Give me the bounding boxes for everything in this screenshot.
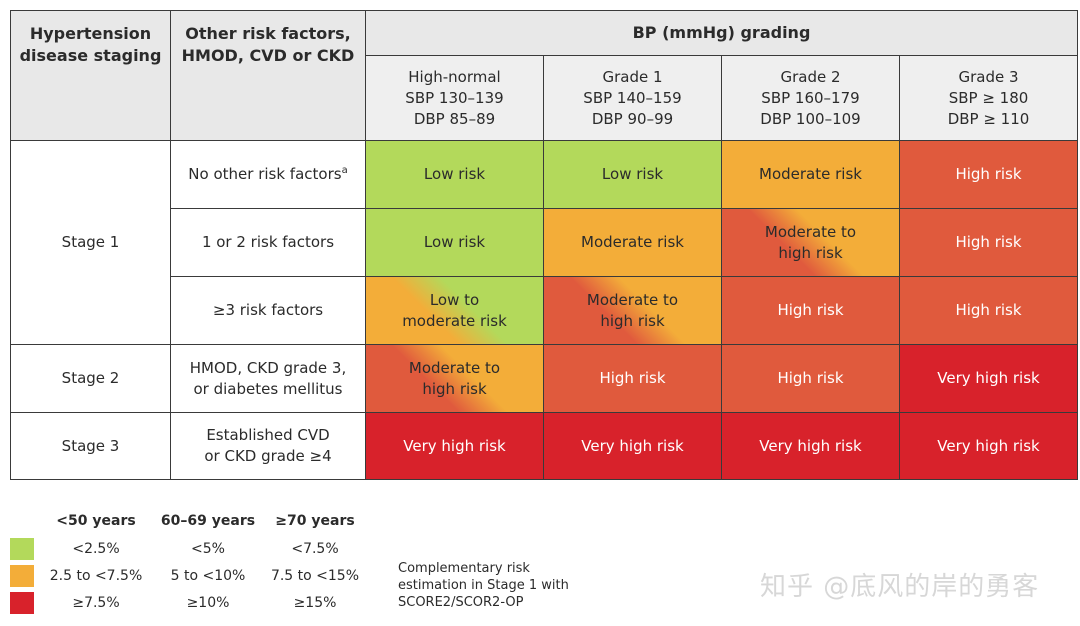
risk-label: High risk	[777, 369, 844, 387]
risk-cell: High risk	[721, 344, 900, 413]
risk-label: High risk	[955, 165, 1022, 183]
grade-header-high-normal: High-normal SBP 130–139 DBP 85–89	[365, 55, 544, 141]
grade-name: Grade 3	[958, 67, 1019, 86]
grade-dbp: DBP 90–99	[591, 109, 674, 128]
factor-1-2: 1 or 2 risk factors	[170, 208, 366, 277]
grade-header-grade1: Grade 1 SBP 140–159 DBP 90–99	[543, 55, 722, 141]
header-staging: Hypertension disease staging	[10, 10, 171, 141]
legend-header-60-69: 60–69 years	[160, 513, 256, 529]
stage-2-label: Stage 2	[61, 369, 120, 387]
risk-label: Moderate to high risk	[408, 358, 501, 398]
risk-cell: Low to moderate risk	[365, 276, 544, 345]
factor-1-2-text: 1 or 2 risk factors	[201, 233, 335, 251]
legend-value: ≥7.5%	[72, 595, 120, 611]
stage-2: Stage 2	[10, 344, 171, 413]
factor-cvd: Established CVD or CKD grade ≥4	[170, 412, 366, 480]
legend-value: 7.5 to <15%	[270, 568, 360, 584]
risk-label: Low risk	[423, 233, 486, 251]
legend-swatch-orange	[10, 565, 34, 587]
grade-sbp: SBP 140–159	[583, 88, 682, 107]
risk-label: Very high risk	[759, 436, 862, 455]
header-staging-label: Hypertension disease staging	[19, 24, 162, 65]
grade-sbp: SBP 130–139	[405, 88, 504, 107]
legend-value: <2.5%	[72, 541, 120, 557]
risk-cell: High risk	[899, 208, 1078, 277]
grade-sbp: SBP 160–179	[761, 88, 860, 107]
risk-label: High risk	[777, 301, 844, 319]
legend-note: Complementary risk estimation in Stage 1…	[398, 561, 569, 610]
risk-cell: High risk	[899, 140, 1078, 209]
footnote-a: a	[341, 165, 348, 176]
legend-header-70-plus: ≥70 years	[275, 513, 355, 529]
stage-3-label: Stage 3	[61, 436, 120, 455]
grade-dbp: DBP 85–89	[413, 109, 496, 128]
risk-cell: Very high risk	[899, 344, 1078, 413]
factor-3plus-text: ≥3 risk factors	[212, 301, 324, 319]
factor-cvd-text: Established CVD or CKD grade ≥4	[204, 426, 332, 465]
legend-value: ≥10%	[186, 595, 230, 611]
risk-cell: High risk	[721, 276, 900, 345]
legend-swatch-green	[10, 538, 34, 560]
grade-dbp: DBP ≥ 110	[947, 109, 1030, 128]
risk-cell: Moderate to high risk	[543, 276, 722, 345]
legend-value: <5%	[191, 541, 225, 557]
factor-none-text: No other risk factorsa	[188, 165, 348, 183]
risk-label: High risk	[955, 301, 1022, 319]
risk-cell: Very high risk	[365, 412, 544, 480]
risk-cell: Low risk	[365, 208, 544, 277]
legend-swatch-red	[10, 592, 34, 614]
risk-cell: Low risk	[543, 140, 722, 209]
header-other-risk-label: Other risk factors, HMOD, CVD or CKD	[181, 24, 355, 65]
legend-value: ≥15%	[293, 595, 337, 611]
grade-name: High-normal	[408, 67, 501, 86]
risk-label: Moderate risk	[759, 165, 862, 183]
risk-cell: High risk	[543, 344, 722, 413]
risk-cell: Very high risk	[899, 412, 1078, 480]
grade-name: Grade 2	[780, 67, 841, 86]
header-other-risk: Other risk factors, HMOD, CVD or CKD	[170, 10, 366, 141]
risk-label: Very high risk	[937, 436, 1040, 455]
grade-sbp: SBP ≥ 180	[948, 88, 1029, 107]
factor-3plus: ≥3 risk factors	[170, 276, 366, 345]
stage-1-label: Stage 1	[61, 233, 120, 251]
risk-label: Very high risk	[937, 369, 1040, 387]
risk-cell: Moderate to high risk	[721, 208, 900, 277]
factor-none: No other risk factorsa	[170, 140, 366, 209]
risk-label: Low to moderate risk	[402, 290, 507, 330]
header-bp-grading-label: BP (mmHg) grading	[632, 23, 811, 42]
risk-label: Very high risk	[581, 436, 684, 455]
factor-hmod: HMOD, CKD grade 3, or diabetes mellitus	[170, 344, 366, 413]
legend-header-under-50: <50 years	[56, 513, 136, 529]
legend-value: <7.5%	[291, 541, 339, 557]
grade-name: Grade 1	[602, 67, 663, 86]
grade-dbp: DBP 100–109	[760, 109, 861, 128]
risk-label: Moderate to high risk	[586, 290, 679, 330]
risk-label: Moderate to high risk	[764, 222, 857, 262]
risk-cell: Very high risk	[721, 412, 900, 480]
risk-cell: Moderate risk	[721, 140, 900, 209]
legend-value: 2.5 to <7.5%	[49, 568, 143, 584]
legend-value: 5 to <10%	[170, 568, 246, 584]
risk-label: Moderate risk	[581, 233, 684, 251]
risk-cell: Moderate risk	[543, 208, 722, 277]
stage-3: Stage 3	[10, 412, 171, 480]
risk-label: Low risk	[601, 165, 664, 183]
header-bp-grading: BP (mmHg) grading	[365, 10, 1078, 56]
risk-label: High risk	[599, 369, 666, 387]
grade-header-grade3: Grade 3 SBP ≥ 180 DBP ≥ 110	[899, 55, 1078, 141]
grade-header-grade2: Grade 2 SBP 160–179 DBP 100–109	[721, 55, 900, 141]
risk-cell: Very high risk	[543, 412, 722, 480]
risk-cell: High risk	[899, 276, 1078, 345]
risk-label: Very high risk	[403, 436, 506, 455]
risk-cell: Low risk	[365, 140, 544, 209]
risk-cell: Moderate to high risk	[365, 344, 544, 413]
stage-1: Stage 1	[10, 140, 171, 345]
watermark: 知乎 @底风的岸的勇客	[760, 572, 1040, 602]
risk-label: Low risk	[423, 165, 486, 183]
risk-label: High risk	[955, 233, 1022, 251]
factor-hmod-text: HMOD, CKD grade 3, or diabetes mellitus	[189, 358, 347, 398]
